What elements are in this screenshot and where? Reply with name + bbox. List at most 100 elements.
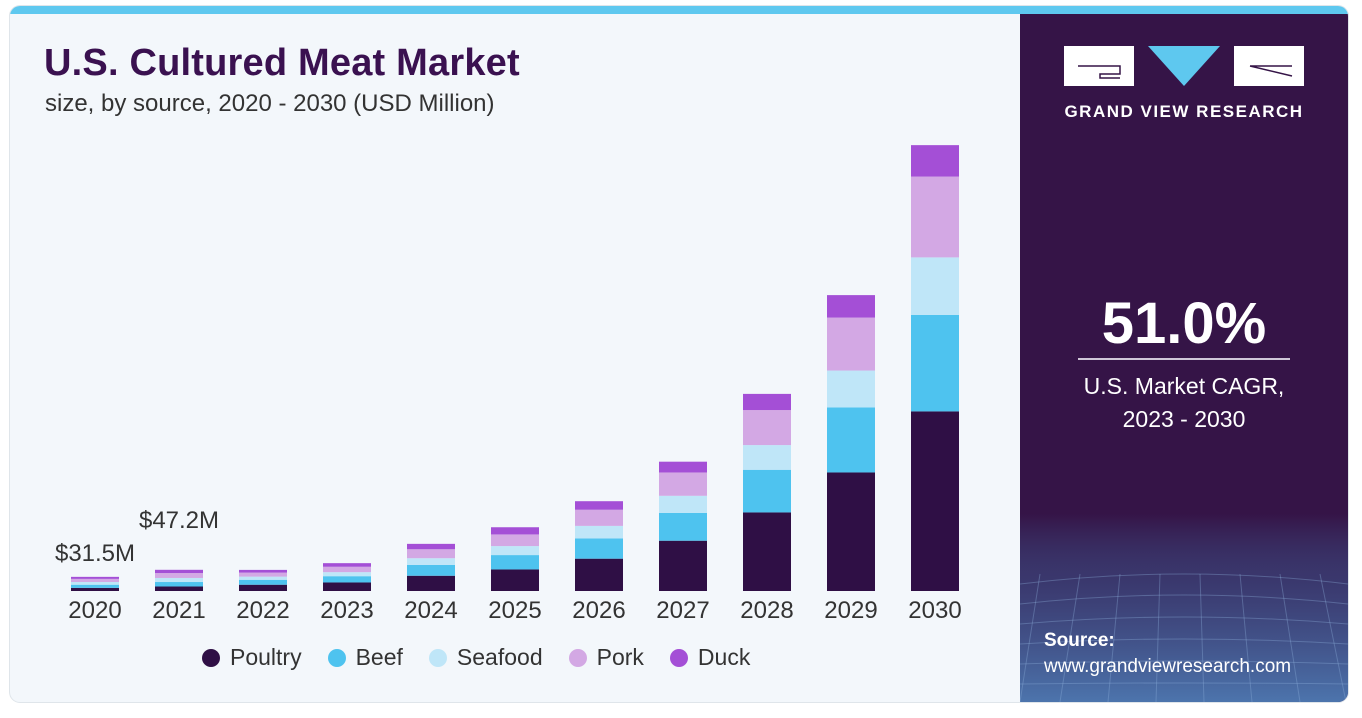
bar-2026-duck [575,501,623,510]
cagr-label-line-1: U.S. Market CAGR, [1083,373,1285,399]
chart-legend: Poultry Beef Seafood Pork Duck [202,644,750,671]
source-url[interactable]: www.grandviewresearch.com [1044,656,1292,677]
legend-swatch-beef [327,648,346,667]
bar-2023-pork [323,566,371,573]
bar-2025-beef [491,555,539,570]
bar-2020-seafood [71,582,119,585]
bar-2024-pork [407,549,455,559]
cagr-value: 51.0% [1101,291,1267,356]
x-tick-label-2029: 2029 [824,597,877,624]
bar-2028-pork [743,410,791,446]
grand-view-research-logo [1064,46,1304,86]
bar-2026-seafood [575,525,623,539]
bar-2029-duck [827,295,875,318]
bar-2027-seafood [659,495,707,513]
legend-swatch-duck [669,648,688,667]
bar-2027-duck [659,461,707,473]
cagr-divider [1078,358,1290,360]
bar-2027-pork [659,472,707,496]
bar-2029-poultry [827,472,875,591]
chart-subtitle: size, by source, 2020 - 2030 (USD Millio… [45,90,495,117]
bar-2023-seafood [323,572,371,577]
bar-2030-duck [911,145,959,177]
legend-swatch-pork [568,648,587,667]
bar-2025-duck [491,527,539,535]
x-tick-label-2030: 2030 [908,597,961,624]
sidebar-panel: GRAND VIEW RESEARCH 51.0% U.S. Market CA… [1020,14,1348,702]
x-tick-label-2021: 2021 [152,597,205,624]
x-tick-label-2024: 2024 [404,597,457,624]
bar-2027-beef [659,512,707,541]
legend-swatch-seafood [428,648,447,667]
bar-2025-pork [491,534,539,547]
decorative-mesh-graphic [1020,514,1348,702]
bar-2022-beef [239,579,287,585]
bar-2024-duck [407,543,455,550]
bar-2028-seafood [743,445,791,470]
data-label-2020: $31.5M [55,540,135,567]
bar-2029-pork [827,317,875,371]
bar-2021-beef [155,582,203,587]
legend-item-seafood: Seafood [428,644,543,671]
legend-swatch-poultry [202,648,220,667]
bar-2022-poultry [239,584,287,591]
x-tick-label-2020: 2020 [68,597,121,624]
bar-2029-seafood [827,370,875,408]
bar-2022-pork [239,572,287,577]
bar-2030-pork [911,176,959,258]
source-title: Source: [1044,630,1115,651]
x-tick-label-2026: 2026 [572,597,625,624]
bar-2024-beef [407,564,455,576]
legend-item-pork: Pork [568,644,644,671]
top-accent-bar [10,6,1348,14]
bar-2020-pork [71,578,119,583]
bar-2027-poultry [659,540,707,591]
bar-2028-duck [743,393,791,411]
bar-2021-duck [155,569,203,574]
bar-2023-duck [323,563,371,567]
stacked-bar-chart: 2020 2021 2022 2023 2024 2025 2026 2027 2028 2029… [55,145,962,624]
bar-2026-pork [575,509,623,526]
x-tick-label-2025: 2025 [488,597,541,624]
x-tick-label-2028: 2028 [740,597,793,624]
legend-item-poultry: Poultry [202,644,302,671]
bar-2020-beef [71,584,119,588]
legend-label-beef: Beef [355,644,403,670]
bar-2020-poultry [71,587,119,591]
bar-2023-poultry [323,582,371,591]
bar-2030-poultry [911,411,959,591]
bar-2029-beef [827,407,875,473]
data-label-2021: $47.2M [139,507,219,534]
bar-2026-beef [575,538,623,559]
bar-2022-seafood [239,576,287,580]
legend-item-beef: Beef [327,644,403,671]
bar-2024-poultry [407,575,455,591]
bar-2020-duck [71,576,119,579]
legend-label-duck: Duck [697,644,751,670]
bar-2021-poultry [155,586,203,591]
bar-2028-beef [743,469,791,513]
legend-label-pork: Pork [596,644,644,670]
bar-2025-seafood [491,546,539,556]
x-tick-label-2022: 2022 [236,597,289,624]
cagr-label-line-2: 2023 - 2030 [1122,406,1246,432]
bar-2026-poultry [575,558,623,591]
bar-2022-duck [239,569,287,573]
chart-card: U.S. Cultured Meat Market size, by sourc… [10,6,1348,702]
bar-2024-seafood [407,558,455,565]
legend-label-seafood: Seafood [456,644,543,670]
x-tick-label-2027: 2027 [656,597,709,624]
bar-2021-pork [155,573,203,578]
cagr-label: U.S. Market CAGR, 2023 - 2030 [1020,370,1348,436]
bar-2025-poultry [491,569,539,591]
bar-2028-poultry [743,512,791,591]
bar-2030-seafood [911,257,959,315]
legend-item-duck: Duck [669,644,751,671]
brand-name: GRAND VIEW RESEARCH [1064,102,1304,121]
bar-2023-beef [323,576,371,583]
bar-2030-beef [911,314,959,412]
legend-label-poultry: Poultry [230,644,302,670]
bar-2021-seafood [155,577,203,583]
chart-title: U.S. Cultured Meat Market [44,42,520,84]
x-tick-label-2023: 2023 [320,597,373,624]
